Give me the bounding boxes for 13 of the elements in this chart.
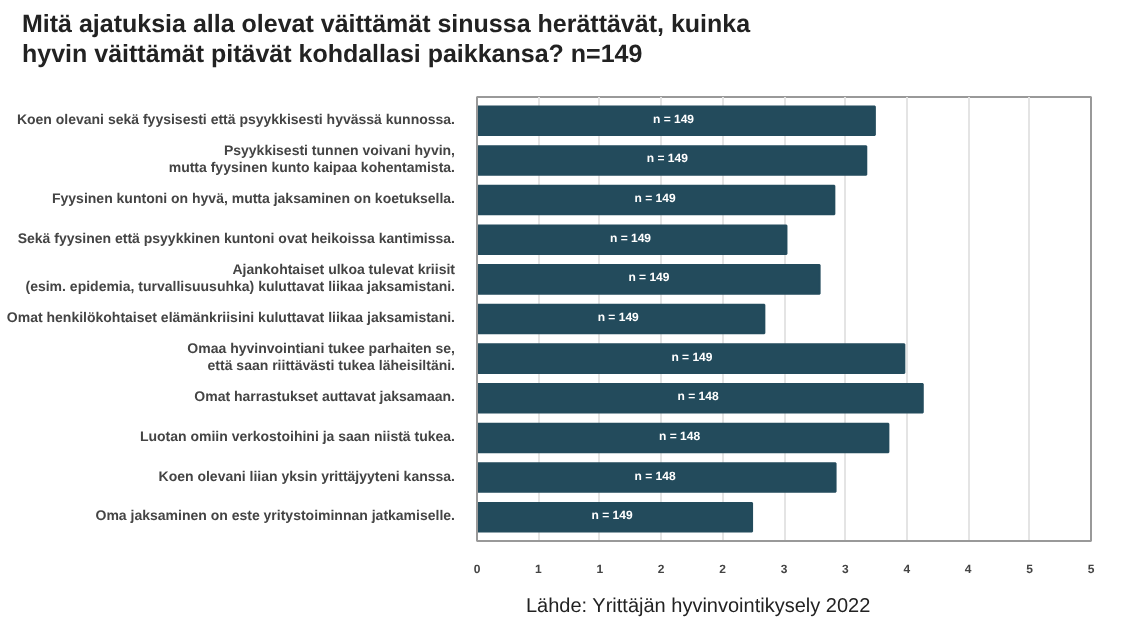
bar	[477, 422, 890, 454]
bar	[477, 383, 924, 414]
bar	[477, 184, 836, 216]
bar	[477, 501, 754, 533]
bar	[477, 462, 837, 493]
text: Lähde: Yrittäjän hyvinvointikysely 2022	[526, 594, 871, 622]
bar	[477, 343, 906, 374]
bar	[477, 224, 788, 255]
bar	[477, 145, 868, 176]
bar	[477, 264, 821, 295]
bar	[477, 303, 766, 335]
chart-title: Mitä ajatuksia alla olevat väittämät sinussa herättävät, kuinka hyvin väittämät pitävät kohdallasi paikkansa? n=149	[22, 10, 751, 70]
bar	[477, 105, 876, 137]
